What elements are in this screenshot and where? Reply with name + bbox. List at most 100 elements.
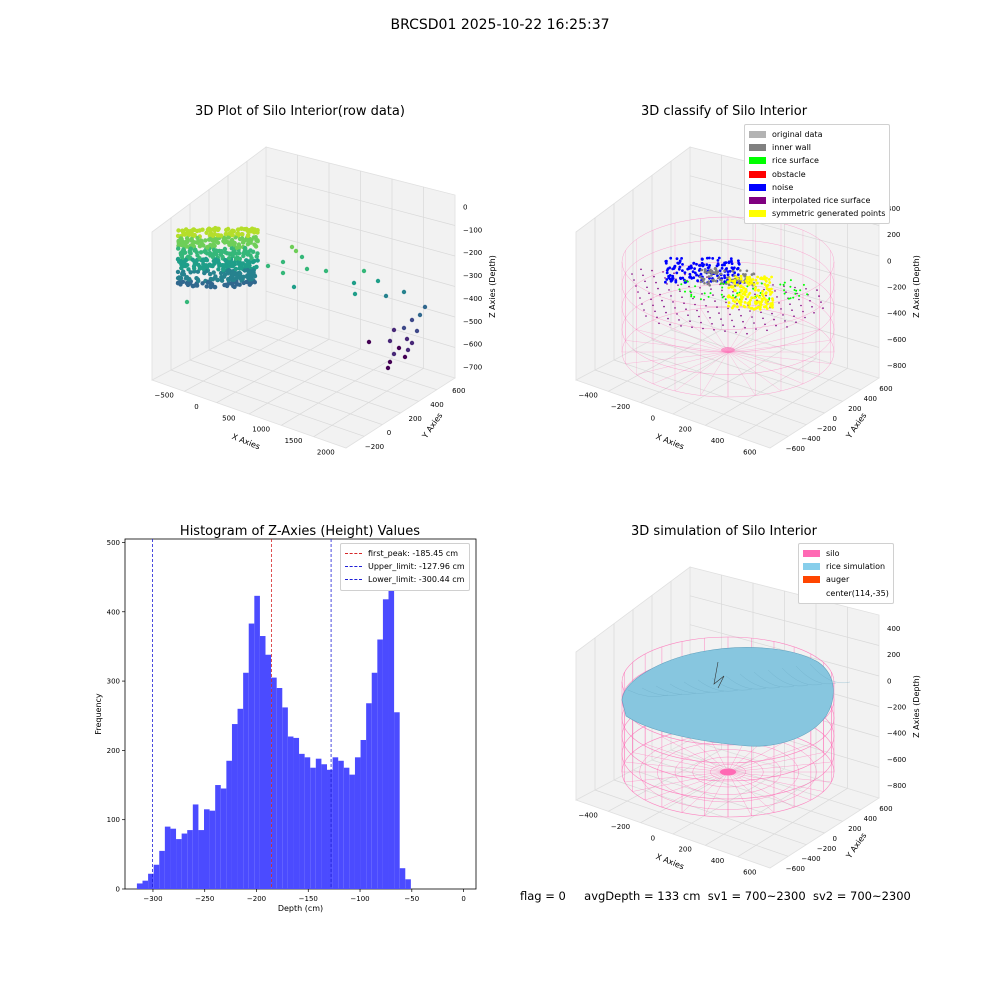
interpolated-point (705, 305, 707, 307)
symmetric-point (758, 306, 762, 309)
data-point (223, 257, 228, 263)
inner-wall-point (698, 275, 702, 279)
legend-item-inner-wall: inner wall (749, 141, 885, 154)
histogram-bar (215, 785, 221, 889)
data-point (226, 268, 231, 273)
silo-spoke (727, 771, 832, 783)
data-point (235, 231, 240, 237)
data-point (218, 270, 224, 276)
histogram-bar (254, 595, 260, 889)
rice-surface-point (721, 286, 724, 289)
noise-point (724, 261, 728, 264)
histogram-bar (192, 804, 199, 889)
symmetric-point (746, 295, 749, 299)
interpolated-point (796, 292, 798, 295)
x-tick-label: 0 (651, 414, 655, 422)
interpolated-point (692, 297, 694, 300)
data-point (218, 233, 224, 238)
z-tick-label: 200 (887, 231, 900, 239)
histogram-bar (265, 654, 272, 889)
data-point (229, 246, 234, 251)
silo-spoke (632, 771, 729, 792)
rice-surface-point (721, 296, 724, 299)
data-point (213, 257, 219, 262)
interpolated-point (644, 280, 646, 283)
interpolated-point (702, 327, 704, 330)
y-tick-label: 0 (833, 835, 837, 843)
data-point (405, 347, 411, 353)
interpolated-point (641, 303, 643, 305)
data-point (280, 270, 286, 276)
noise-point (705, 263, 709, 267)
data-point (184, 236, 190, 241)
inner-wall-point (706, 271, 709, 274)
data-point (203, 250, 208, 255)
interpolated-point (631, 273, 633, 275)
data-point (212, 275, 218, 281)
z-tick-label: −300 (463, 272, 482, 280)
symmetric-point (756, 275, 759, 279)
data-point (231, 277, 237, 282)
interpolated-point (700, 321, 702, 324)
symmetric-point (750, 306, 754, 310)
histogram-bar (360, 739, 367, 889)
interpolated-point (657, 287, 659, 290)
silo-spoke (727, 771, 795, 808)
interpolated-point (701, 293, 703, 295)
rice-mesh-line (711, 677, 753, 691)
symmetric-point (747, 282, 751, 286)
data-point (254, 254, 259, 259)
histogram-bar (153, 864, 160, 889)
rice-surface-point (798, 294, 801, 297)
silo-spoke (661, 736, 729, 773)
inner-wall-point (715, 272, 719, 276)
x-tick-label: −150 (299, 895, 318, 903)
z-tick-label: 0 (463, 203, 467, 211)
z-tick-label: −400 (887, 310, 906, 318)
histogram-bar (349, 774, 355, 889)
interpolated-point (751, 316, 753, 318)
data-point (179, 236, 184, 242)
symmetric-point (754, 302, 757, 305)
rice-surface-point (684, 279, 687, 282)
rice-surface-point (699, 298, 702, 301)
status-sv2: sv2 = 700~2300 (812, 889, 911, 903)
silo-spoke (727, 312, 782, 353)
auger-base (720, 768, 736, 776)
inner-wall-point (742, 273, 745, 276)
data-point (323, 268, 329, 274)
interpolated-point (640, 268, 642, 271)
histogram-bar (299, 753, 305, 889)
rice-surface-point (789, 297, 792, 300)
histogram-bar (354, 757, 361, 889)
x-tick-label: −400 (579, 812, 598, 820)
interpolated-point (820, 301, 822, 303)
data-point (248, 277, 254, 282)
histogram-bar (332, 757, 339, 889)
rice-surface-point (720, 293, 723, 296)
data-point (235, 282, 240, 287)
silo-spoke (727, 340, 831, 353)
interpolated-point (722, 324, 724, 326)
x-tick-label: 500 (222, 414, 235, 422)
y-axis-label: Y Axies (844, 831, 869, 861)
symmetric-point (770, 290, 774, 294)
panel3-title: Histogram of Z-Axies (Height) Values (179, 524, 421, 539)
interpolated-point (676, 313, 678, 315)
legend-label: rice simulation (826, 562, 886, 572)
interpolated-point (744, 326, 746, 329)
data-point (242, 238, 247, 243)
silo-spoke (661, 771, 729, 808)
z-tick-label: −800 (887, 782, 906, 790)
data-point (351, 280, 357, 286)
data-point (186, 232, 191, 238)
noise-point (665, 278, 669, 281)
symmetric-point (754, 307, 757, 310)
interpolated-point (729, 313, 731, 316)
silo-spoke (636, 351, 729, 375)
symmetric-point (768, 288, 772, 291)
data-point (219, 277, 224, 282)
inner-wall-point (723, 269, 726, 273)
rice-surface-point (787, 297, 790, 300)
noise-point (705, 256, 709, 260)
